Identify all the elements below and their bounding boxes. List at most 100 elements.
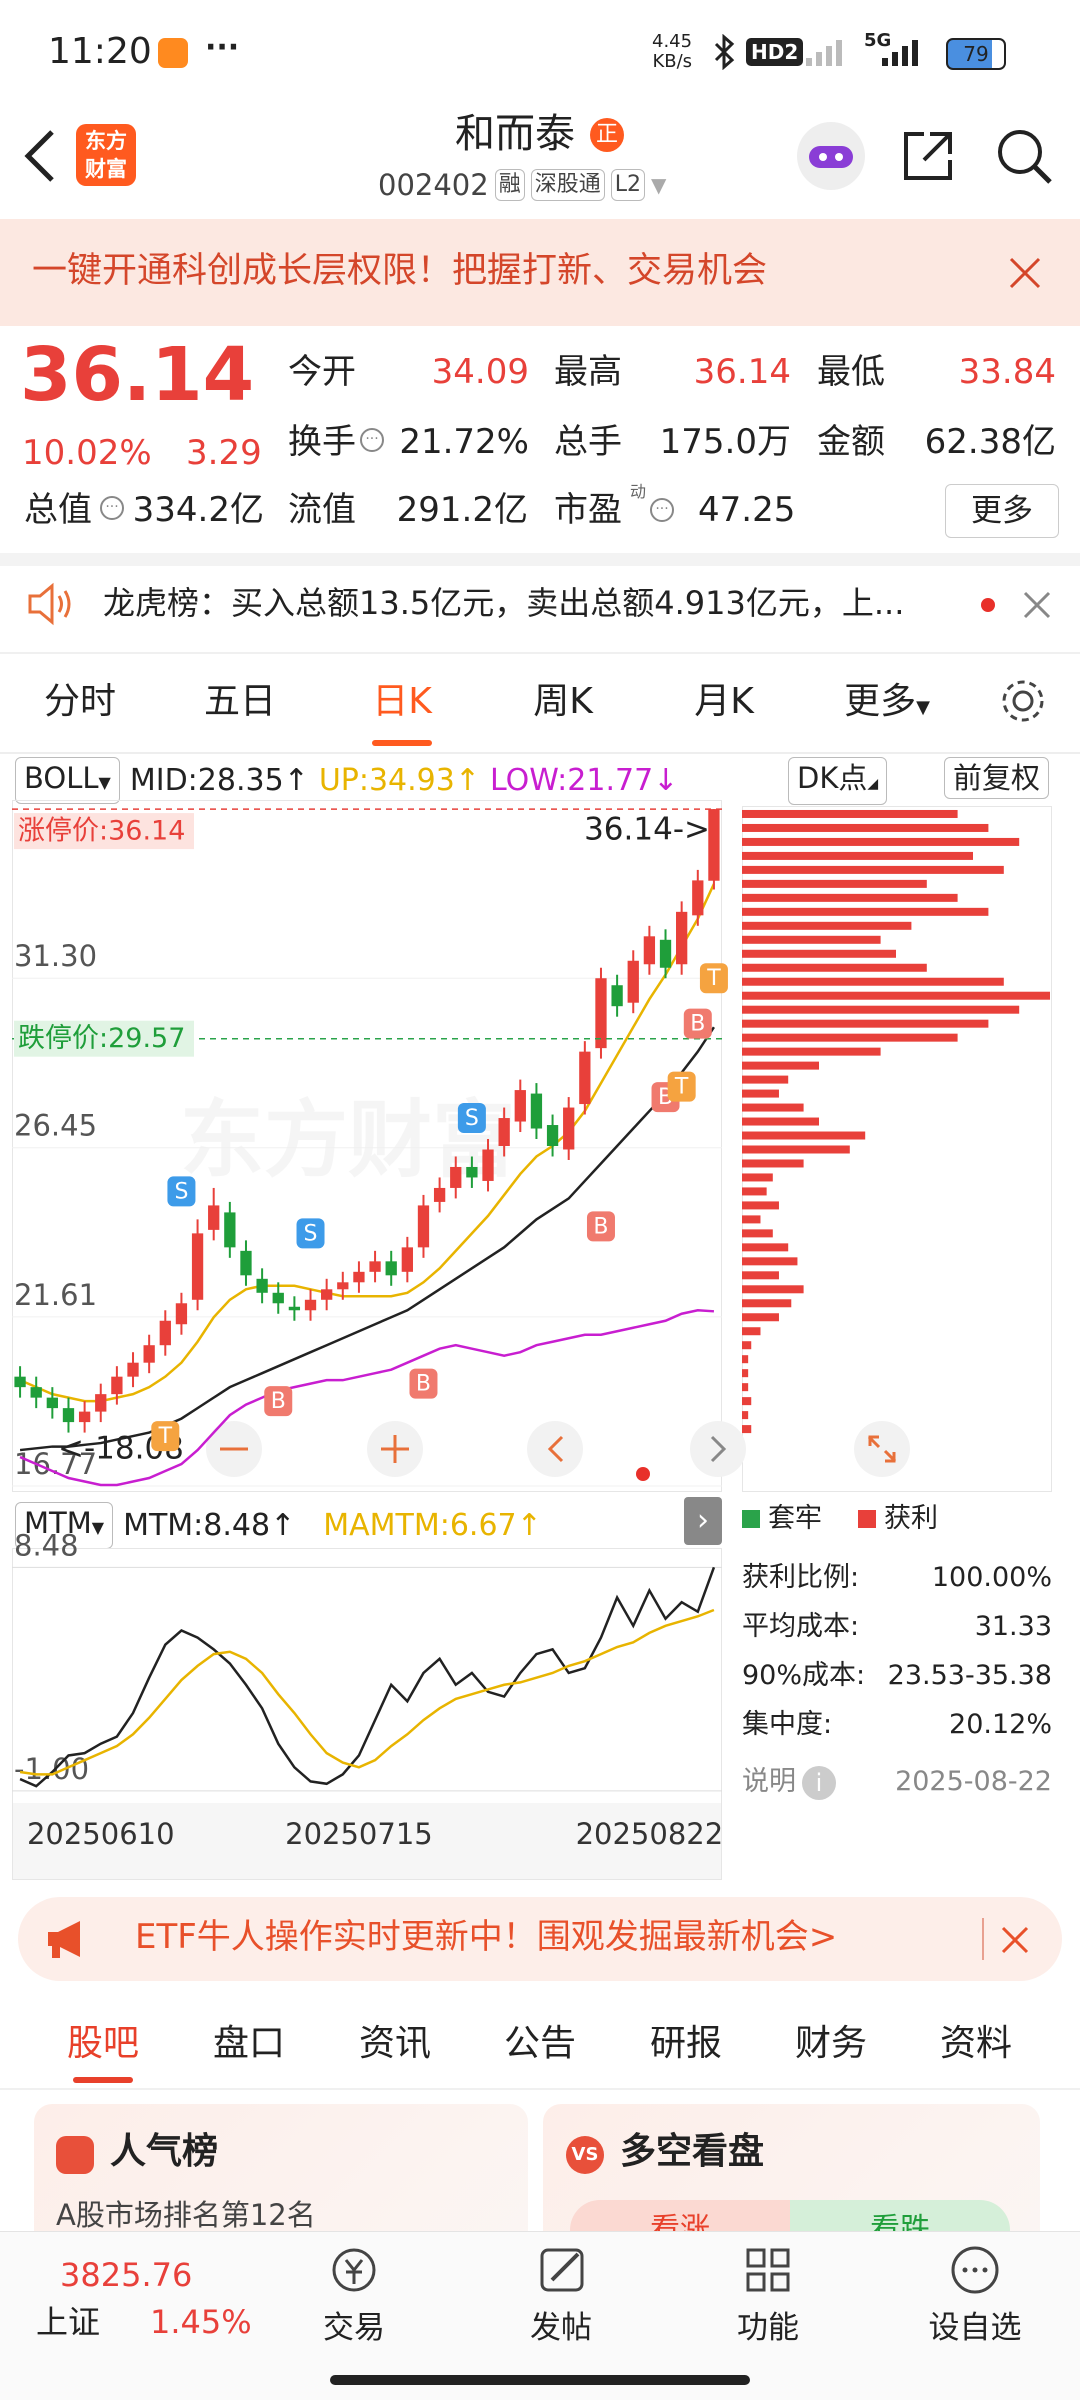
period-tab[interactable]: 更多▼ <box>844 680 930 723</box>
scroll-left[interactable] <box>527 1421 583 1477</box>
card-title[interactable]: 人气榜 <box>110 2131 219 2172</box>
chip-bar <box>742 1313 779 1322</box>
info-icon[interactable]: ··· <box>100 496 124 520</box>
info-icon[interactable]: ··· <box>650 498 674 522</box>
nav-label[interactable]: 功能 <box>737 2310 799 2346</box>
chip-bar <box>742 893 958 902</box>
index-name[interactable]: 上证 <box>36 2303 101 2341</box>
promo-text[interactable]: 一键开通科创成长层权限！把握打新、交易机会 <box>32 251 768 291</box>
field-value: 36.14 <box>693 352 791 392</box>
adjust-button[interactable]: 前复权 <box>944 757 1050 799</box>
zoom-in[interactable] <box>367 1421 423 1477</box>
period-tab-active[interactable]: 日K <box>372 681 432 722</box>
legend-item: MTM:8.48↑ <box>123 1507 296 1543</box>
candle-body <box>208 1205 220 1230</box>
close-promo[interactable] <box>1008 256 1042 290</box>
dk-button[interactable]: DK点◢ <box>788 757 888 805</box>
close-etf[interactable] <box>1000 1925 1030 1955</box>
collapse-button[interactable]: › <box>684 1497 722 1545</box>
settings-button[interactable] <box>998 676 1048 726</box>
section-tab[interactable]: 公告 <box>503 2023 577 2064</box>
dk-label[interactable]: DK点 <box>797 761 868 795</box>
section-tab[interactable]: 资讯 <box>358 2023 432 2064</box>
signal-marker <box>699 963 728 994</box>
period-tab[interactable]: 周K <box>533 681 593 722</box>
post-icon[interactable] <box>540 2248 584 2292</box>
code-row: 002402 融 深股通 L2 ▼ <box>378 168 666 203</box>
section-tab[interactable]: 财务 <box>794 2023 868 2064</box>
info-icon[interactable]: ··· <box>360 428 384 452</box>
tag: 深股通 <box>530 169 605 202</box>
info-icon[interactable]: i <box>802 1766 836 1800</box>
stat-label: 集中度: <box>742 1709 833 1740</box>
indicator-select[interactable]: BOLL▼ <box>15 757 120 804</box>
signal-2 <box>882 40 918 66</box>
chip-bar <box>742 1201 779 1210</box>
section-tab[interactable]: 资料 <box>939 2023 1013 2064</box>
period-tab[interactable]: 五日 <box>203 681 277 722</box>
back-button[interactable] <box>20 128 60 184</box>
etf-text[interactable]: ETF牛人操作实时更新中！围观发掘最新机会> <box>135 1917 838 1957</box>
nav-label[interactable]: 发帖 <box>530 2310 592 2346</box>
caret[interactable]: ▼ <box>651 173 667 198</box>
candle-body <box>369 1261 381 1272</box>
nav-label[interactable]: 交易 <box>323 2310 385 2346</box>
limit-up-box <box>14 813 194 850</box>
indicator-select[interactable]: MTM▼ <box>15 1502 114 1549</box>
candle-body <box>95 1394 107 1412</box>
section-tab-active[interactable]: 股吧 <box>66 2023 140 2064</box>
chip-bar <box>742 1047 881 1056</box>
trade-icon[interactable] <box>332 2248 376 2292</box>
chip-bar <box>742 851 973 860</box>
promo-banner[interactable] <box>0 219 1080 326</box>
chip-bar <box>742 1397 752 1406</box>
candle-body <box>127 1362 139 1377</box>
index-change[interactable]: 1.45% <box>150 2303 252 2341</box>
signal-marker <box>151 1421 180 1452</box>
indicator[interactable]: MTM <box>24 1506 92 1540</box>
watchlist-icon[interactable] <box>951 2246 999 2294</box>
etf-banner[interactable] <box>18 1897 1062 1981</box>
tag: 融 <box>494 169 525 202</box>
chip-bar <box>742 991 1050 1000</box>
index-value[interactable]: 3825.76 <box>60 2256 193 2294</box>
badge: 正 <box>590 118 624 152</box>
notice-text[interactable]: 龙虎榜：买入总额13.5亿元，卖出总额4.913亿元，上... <box>103 584 905 622</box>
stat-value: 20.12% <box>949 1709 1052 1740</box>
candle-body <box>498 1118 510 1146</box>
scroll-right[interactable] <box>690 1421 746 1477</box>
card-title[interactable]: 多空看盘 <box>620 2131 765 2172</box>
section-tab[interactable]: 盘口 <box>212 2023 286 2064</box>
candle-body <box>46 1397 58 1409</box>
series-line <box>19 1566 716 1788</box>
nav-label[interactable]: 设自选 <box>928 2310 1022 2346</box>
signal-label: B <box>416 1372 431 1397</box>
assistant-avatar[interactable] <box>795 120 867 192</box>
field-label: 流值 <box>288 490 356 530</box>
close-notice[interactable] <box>1022 590 1052 620</box>
section-tab[interactable]: 研报 <box>649 2023 723 2064</box>
card-icon <box>56 2136 94 2174</box>
function-icon[interactable] <box>746 2248 790 2292</box>
pe-mark: 动 <box>630 482 647 501</box>
candle-body <box>676 911 688 965</box>
stat-label: 获利比例: <box>742 1562 860 1593</box>
chip-bar <box>742 1117 819 1126</box>
expand-button[interactable] <box>852 1420 912 1480</box>
chip-bar <box>742 1187 767 1196</box>
search-button[interactable] <box>994 126 1054 186</box>
signal-marker <box>409 1368 438 1399</box>
period-tab[interactable]: 月K <box>694 681 754 722</box>
more-button[interactable]: 更多 <box>945 484 1059 538</box>
chip-bar <box>742 879 927 888</box>
signal-label: T <box>158 1424 173 1449</box>
zoom-out[interactable] <box>206 1421 262 1477</box>
candle-body <box>482 1149 494 1181</box>
candle-body <box>627 960 639 1003</box>
more-tab[interactable]: 更多 <box>844 681 917 722</box>
share-button[interactable] <box>900 128 956 184</box>
note-label[interactable]: 说明 <box>742 1766 796 1797</box>
period-tab[interactable]: 分时 <box>43 681 117 722</box>
limit-up-label: 涨停价:36.14 <box>18 816 185 847</box>
indicator[interactable]: BOLL <box>24 761 99 795</box>
